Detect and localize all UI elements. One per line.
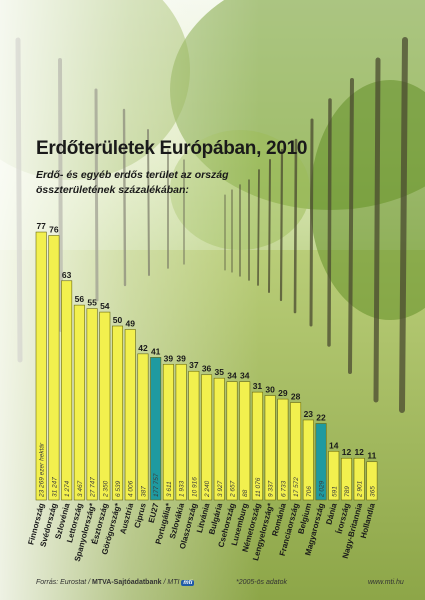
area-label: 3 467 bbox=[77, 480, 84, 497]
bar bbox=[290, 402, 302, 501]
value-label: 28 bbox=[291, 392, 301, 402]
area-label: 31 247 bbox=[51, 477, 58, 497]
website-url: www.mti.hu bbox=[368, 579, 404, 586]
bar bbox=[239, 381, 251, 501]
area-label: 1 933 bbox=[179, 480, 186, 497]
bar bbox=[264, 395, 276, 501]
value-label: 55 bbox=[87, 298, 97, 308]
bar bbox=[61, 280, 73, 501]
area-label: 1 274 bbox=[64, 480, 71, 497]
area-label: 17 572 bbox=[293, 477, 300, 497]
bar bbox=[112, 325, 124, 501]
area-label: 6 539 bbox=[115, 480, 122, 497]
value-label: 50 bbox=[113, 315, 123, 325]
area-label: 88 bbox=[242, 489, 249, 497]
bar bbox=[48, 235, 60, 501]
bar bbox=[124, 329, 136, 501]
chart-subtitle: Erdő- és egyéb erdős terület az ország ö… bbox=[36, 169, 229, 196]
area-label: 6 733 bbox=[280, 480, 287, 497]
area-label: 27 747 bbox=[90, 477, 97, 498]
value-label: 49 bbox=[126, 318, 136, 328]
value-label: 77 bbox=[36, 221, 46, 231]
bar bbox=[99, 311, 111, 501]
value-label: 39 bbox=[176, 353, 186, 363]
area-label: 3 611 bbox=[166, 481, 173, 497]
value-label: 54 bbox=[100, 301, 110, 311]
source-note: Forrás: Eurostat / MTVA-Sajtóadatbank / … bbox=[36, 579, 195, 586]
bar bbox=[73, 304, 85, 501]
area-label: 4 006 bbox=[128, 480, 135, 497]
value-label: 42 bbox=[138, 343, 148, 353]
bar bbox=[137, 353, 149, 501]
value-label: 30 bbox=[265, 385, 275, 395]
footnote: *2005-ös adatok bbox=[236, 579, 287, 586]
area-label: 2 350 bbox=[102, 480, 109, 498]
area-label: 2 657 bbox=[230, 480, 237, 498]
area-label: 591 bbox=[331, 486, 338, 497]
value-label: 22 bbox=[316, 412, 326, 422]
area-label: 2 240 bbox=[204, 480, 211, 498]
bar bbox=[213, 377, 225, 501]
value-label: 41 bbox=[151, 346, 161, 356]
bar bbox=[315, 423, 327, 501]
bar bbox=[150, 357, 162, 501]
area-label: 387 bbox=[140, 486, 147, 497]
area-label: 2 029 bbox=[319, 480, 326, 498]
bar bbox=[353, 457, 365, 501]
value-label: 35 bbox=[215, 367, 225, 377]
value-label: 37 bbox=[189, 360, 199, 370]
value-label: 11 bbox=[367, 451, 376, 461]
area-label: 10 916 bbox=[191, 477, 198, 497]
mti-logo: mti bbox=[181, 580, 195, 586]
value-label: 63 bbox=[62, 270, 72, 280]
area-label: 365 bbox=[369, 486, 376, 497]
value-label: 31 bbox=[253, 381, 263, 391]
category-label: EU27 bbox=[147, 502, 161, 524]
area-label: 177 757 bbox=[153, 473, 160, 497]
area-label: 2 901 bbox=[357, 480, 364, 498]
value-label: 12 bbox=[354, 447, 364, 457]
value-label: 14 bbox=[329, 440, 339, 450]
area-label: 9 337 bbox=[268, 480, 275, 497]
bar bbox=[366, 461, 378, 501]
value-label: 76 bbox=[49, 225, 59, 235]
source-bold: MTVA-Sajtóadatbank bbox=[92, 579, 162, 586]
value-label: 56 bbox=[75, 294, 85, 304]
area-label: 3 927 bbox=[217, 480, 224, 497]
bar bbox=[302, 419, 314, 501]
bar bbox=[251, 391, 263, 501]
area-label: 706 bbox=[306, 486, 313, 497]
area-label: 789 bbox=[344, 486, 351, 497]
bar bbox=[277, 398, 289, 501]
value-label: 39 bbox=[164, 353, 174, 363]
bar bbox=[175, 363, 187, 501]
source-prefix: Forrás: Eurostat / bbox=[36, 579, 93, 586]
value-label: 23 bbox=[304, 409, 314, 419]
value-label: 29 bbox=[278, 388, 288, 398]
value-label: 12 bbox=[342, 447, 352, 457]
bar bbox=[86, 308, 98, 501]
bar bbox=[340, 457, 352, 501]
area-label: 23 269 ezer hektár bbox=[39, 442, 46, 498]
bar bbox=[162, 363, 174, 501]
area-label: 11 076 bbox=[255, 477, 262, 497]
bar bbox=[226, 381, 238, 501]
chart-title: Erdőterületek Európában, 2010 bbox=[36, 138, 308, 159]
value-label: 34 bbox=[240, 371, 250, 381]
bar bbox=[201, 374, 213, 501]
source-sep: / MTI bbox=[161, 579, 180, 586]
category-label: Ciprus bbox=[133, 502, 148, 529]
value-label: 34 bbox=[227, 371, 237, 381]
value-label: 36 bbox=[202, 364, 212, 374]
bar bbox=[328, 450, 340, 501]
bar bbox=[35, 231, 47, 501]
bar bbox=[188, 370, 200, 501]
